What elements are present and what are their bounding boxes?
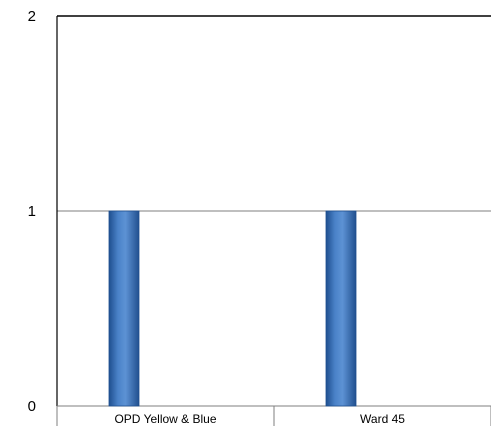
bars bbox=[108, 210, 357, 407]
x-tick-label-1: Ward 45 bbox=[360, 412, 405, 426]
bar-1 bbox=[325, 210, 357, 407]
x-tick-label-0: OPD Yellow & Blue bbox=[114, 412, 216, 426]
y-tick-labels: 0 1 2 bbox=[28, 8, 36, 415]
y-tick-label-1: 1 bbox=[28, 203, 36, 220]
y-tick-label-0: 0 bbox=[28, 398, 36, 415]
bar-0 bbox=[108, 210, 140, 407]
x-tick-labels: OPD Yellow & Blue Ward 45 bbox=[114, 412, 405, 426]
gridlines bbox=[57, 15, 491, 212]
y-tick-label-2: 2 bbox=[28, 8, 36, 25]
